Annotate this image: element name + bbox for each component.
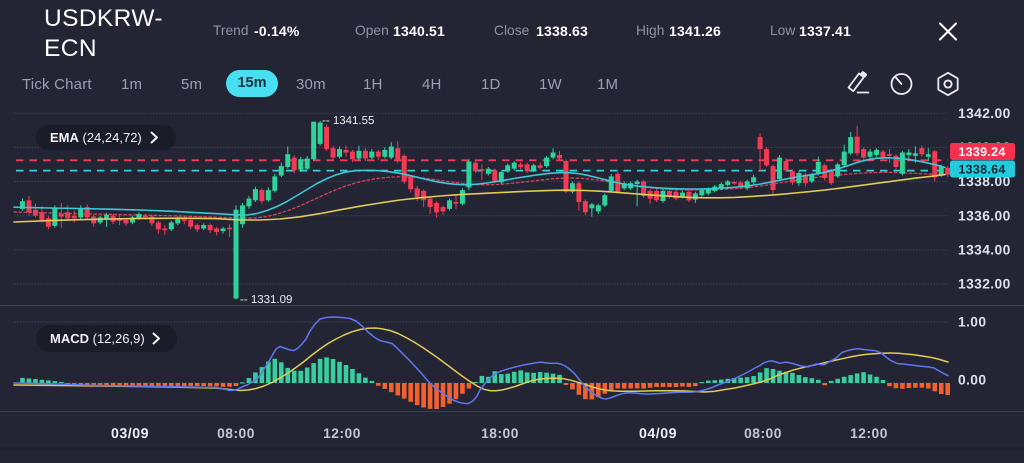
svg-text:1342.00: 1342.00	[958, 106, 1011, 121]
svg-text:1336.00: 1336.00	[958, 208, 1011, 223]
svg-text:1332.00: 1332.00	[958, 277, 1011, 292]
svg-text:1338.00: 1338.00	[958, 174, 1011, 189]
svg-text:EMA (24,24,72): EMA (24,24,72)	[50, 130, 142, 145]
svg-text:-- 1331.09: -- 1331.09	[240, 294, 292, 306]
svg-text:12:00: 12:00	[323, 426, 361, 441]
svg-text:03/09: 03/09	[111, 426, 149, 442]
svg-text:08:00: 08:00	[744, 426, 782, 441]
svg-text:1338.64: 1338.64	[958, 162, 1005, 176]
svg-text:-- 1341.55: -- 1341.55	[322, 115, 374, 127]
svg-text:0.00: 0.00	[958, 373, 986, 388]
svg-text:1334.00: 1334.00	[958, 243, 1011, 258]
svg-text:MACD (12,26,9): MACD (12,26,9)	[50, 331, 145, 346]
svg-text:1339.24: 1339.24	[958, 145, 1005, 159]
svg-text:1.00: 1.00	[958, 315, 986, 330]
svg-text:12:00: 12:00	[850, 426, 888, 441]
svg-text:18:00: 18:00	[481, 426, 519, 441]
svg-text:08:00: 08:00	[217, 426, 255, 441]
svg-text:04/09: 04/09	[639, 426, 677, 442]
